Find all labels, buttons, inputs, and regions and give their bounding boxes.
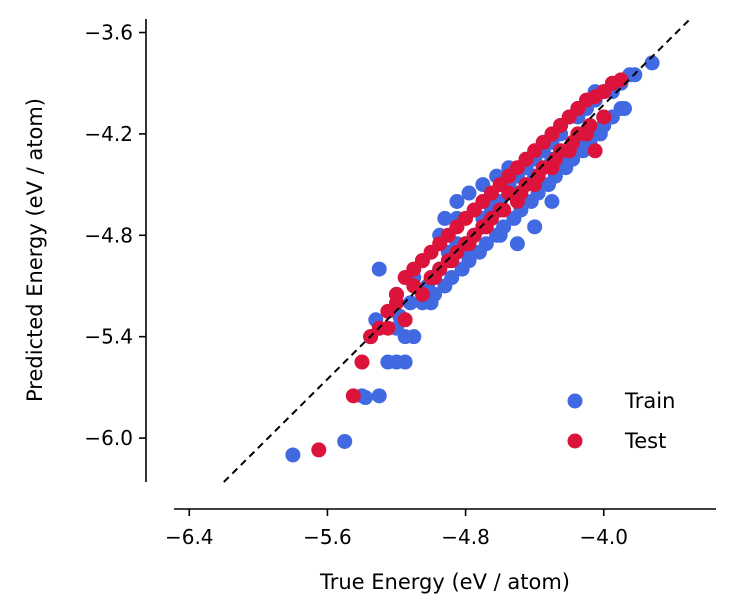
x-ticks: −6.4 −5.6 −4.8 −4.0 (165, 509, 628, 549)
train-point (540, 177, 556, 193)
legend-label-test: Test (624, 429, 666, 453)
x-axis-title: True Energy (eV / atom) (319, 570, 570, 594)
test-point (478, 219, 494, 235)
x-tick-label: −4.0 (579, 525, 628, 549)
train-point (471, 244, 487, 260)
test-point (496, 202, 512, 218)
test-point (501, 185, 517, 201)
y-axis-title: Predicted Energy (eV / atom) (23, 98, 47, 402)
train-point (509, 236, 525, 252)
train-point (492, 227, 508, 243)
train-point (644, 55, 660, 71)
train-point (613, 101, 629, 117)
test-point (389, 295, 405, 311)
train-point (371, 261, 387, 277)
train-point (454, 261, 470, 277)
train-point (437, 210, 453, 226)
y-ticks: −3.6 −4.2 −4.8 −5.4 −6.0 (84, 21, 146, 450)
train-point (506, 210, 522, 226)
y-tick-label: −3.6 (84, 21, 133, 45)
test-point (414, 286, 430, 302)
y-tick-label: −6.0 (84, 426, 133, 450)
x-tick-label: −5.6 (303, 525, 352, 549)
legend-label-train: Train (624, 389, 675, 413)
test-point (587, 143, 603, 159)
train-point (449, 193, 465, 209)
test-point (444, 253, 460, 269)
identity-reference-line (223, 18, 691, 483)
test-point (596, 109, 612, 125)
test-point (565, 134, 581, 150)
train-point (437, 278, 453, 294)
train-point (285, 447, 301, 463)
x-tick-label: −6.4 (165, 525, 214, 549)
test-point (311, 442, 327, 458)
train-point (427, 286, 443, 302)
test-point (354, 354, 370, 370)
legend: Train Test (567, 389, 675, 453)
y-tick-label: −4.8 (84, 223, 133, 247)
train-point (371, 388, 387, 404)
train-point (544, 193, 560, 209)
train-point (523, 193, 539, 209)
test-point (345, 388, 361, 404)
y-tick-label: −4.2 (84, 122, 133, 146)
train-point (337, 433, 353, 449)
x-tick-label: −4.8 (441, 525, 490, 549)
train-point (461, 185, 477, 201)
train-point (397, 354, 413, 370)
legend-marker-train (567, 393, 583, 409)
test-points (311, 72, 629, 458)
test-point (397, 312, 413, 328)
legend-marker-test (567, 433, 583, 449)
train-point (527, 219, 543, 235)
train-point (397, 329, 413, 345)
test-point (461, 236, 477, 252)
test-point (582, 117, 598, 133)
y-tick-label: −5.4 (84, 325, 133, 349)
test-point (513, 185, 529, 201)
test-point (613, 72, 629, 88)
train-point (357, 390, 373, 406)
test-point (427, 270, 443, 286)
